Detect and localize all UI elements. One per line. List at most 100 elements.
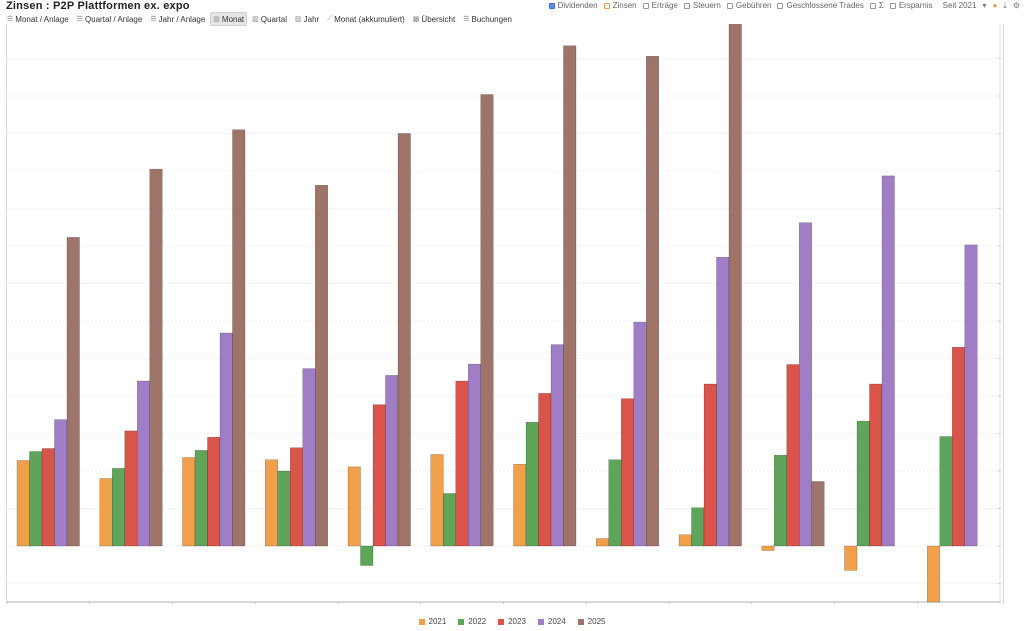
bar-2021-juni bbox=[430, 454, 444, 547]
tab-label: Jahr bbox=[303, 14, 320, 24]
tab-quartal-anlage[interactable]: ☰ Quartal / Anlage bbox=[74, 12, 146, 26]
checkbox-icon[interactable] bbox=[642, 2, 649, 9]
checkbox-icon[interactable] bbox=[683, 2, 690, 9]
bar-2023-aug bbox=[621, 398, 634, 547]
tab-label: Quartal bbox=[260, 14, 288, 24]
bar-2025-mai bbox=[397, 133, 411, 547]
tab-jahr-anlage[interactable]: ☰ Jahr / Anlage bbox=[147, 12, 208, 26]
chevron-down-icon[interactable]: ▾ bbox=[982, 1, 987, 10]
legend-swatch bbox=[418, 618, 425, 625]
list-icon: ☰ bbox=[463, 16, 470, 23]
tab-monat-akkumuliert[interactable]: ⟋ Monat (akkumuliert) bbox=[324, 12, 408, 26]
bar-2022-aug bbox=[608, 459, 622, 547]
bar-chart-icon: ▥ bbox=[252, 16, 259, 23]
bar-2025-sept bbox=[728, 24, 742, 547]
toggle-dividenden[interactable]: Dividenden bbox=[548, 1, 598, 10]
bar-2021-apr bbox=[265, 459, 278, 547]
bar-2024-dez bbox=[964, 244, 978, 547]
toggle-steuern[interactable]: Steuern bbox=[683, 1, 721, 10]
bar-2021-sept bbox=[678, 534, 692, 547]
bar-2022-dez bbox=[939, 436, 953, 547]
tab-label: Monat bbox=[221, 14, 245, 24]
tab-label: Quartal / Anlage bbox=[84, 14, 143, 24]
bar-2022-mai bbox=[360, 545, 374, 566]
tab-label: Übersicht bbox=[421, 14, 456, 24]
toggle-erträge[interactable]: Erträge bbox=[642, 1, 678, 10]
bar-2024-aug bbox=[633, 321, 647, 547]
bar-2024-juli bbox=[550, 344, 564, 547]
bar-chart-icon: ▥ bbox=[295, 16, 302, 23]
chart-frame: -10001002003004005006007008009001k1,1k1,… bbox=[6, 24, 1004, 604]
bar-2022-okt bbox=[774, 455, 787, 547]
tab-quartal[interactable]: ▥ Quartal bbox=[249, 12, 290, 26]
legend-swatch bbox=[577, 618, 584, 625]
download-icon[interactable]: ⤓ bbox=[1003, 0, 1007, 10]
tab-label: Monat / Anlage bbox=[15, 14, 69, 24]
toggle-label: Erträge bbox=[651, 1, 678, 10]
bar-2023-juli bbox=[538, 393, 552, 547]
checkbox-icon[interactable] bbox=[603, 2, 610, 9]
bar-2021-jan bbox=[16, 460, 30, 547]
checkbox-icon[interactable] bbox=[889, 2, 896, 9]
bar-2022-nov bbox=[856, 420, 870, 547]
bar-2025-okt bbox=[811, 481, 825, 547]
toggle-zinsen[interactable]: Zinsen bbox=[603, 1, 637, 10]
period-select[interactable]: Seit 2021 bbox=[942, 1, 977, 10]
tab-monat-anlage[interactable]: ☰ Monat / Anlage bbox=[4, 12, 72, 26]
bar-2022-jan bbox=[29, 451, 43, 547]
tab-monat[interactable]: ▥ Monat bbox=[210, 12, 248, 26]
bar-2023-mai bbox=[372, 404, 386, 547]
toggle-label: Geschlossene Trades bbox=[786, 1, 864, 10]
bar-2025-juni bbox=[480, 94, 494, 547]
toggle--[interactable]: Σ bbox=[869, 1, 884, 10]
bar-2023-feb bbox=[124, 430, 138, 547]
toggle-label: Dividenden bbox=[557, 1, 598, 10]
legend-item-2023[interactable]: 2023 bbox=[498, 617, 526, 626]
tab-übersicht[interactable]: ▦ Übersicht bbox=[410, 12, 458, 26]
bar-2022-feb bbox=[112, 468, 125, 547]
line-chart-icon: ⟋ bbox=[327, 15, 333, 22]
toggle-ersparnis[interactable]: Ersparnis bbox=[889, 1, 933, 10]
bar-2023-okt bbox=[786, 364, 800, 547]
legend-label: 2025 bbox=[587, 617, 606, 626]
legend-swatch bbox=[498, 618, 505, 625]
bar-2021-feb bbox=[99, 478, 113, 547]
toggle-gebühren[interactable]: Gebühren bbox=[726, 1, 771, 10]
bar-2022-juli bbox=[525, 422, 539, 547]
tab-label: Monat (akkumuliert) bbox=[334, 14, 405, 24]
tab-label: Buchungen bbox=[471, 14, 512, 24]
list-icon: ☰ bbox=[150, 16, 157, 23]
checkbox-icon[interactable] bbox=[726, 2, 733, 9]
bar-2021-märz bbox=[182, 457, 196, 547]
legend-item-2022[interactable]: 2022 bbox=[458, 617, 486, 626]
bar-2023-juni bbox=[455, 380, 469, 547]
bar-2024-nov bbox=[881, 175, 895, 547]
bar-2022-sept bbox=[691, 507, 705, 547]
bar-2023-jan bbox=[41, 448, 55, 547]
bar-2024-mai bbox=[385, 375, 399, 547]
tab-jahr[interactable]: ▥ Jahr bbox=[292, 12, 322, 26]
bar-2025-feb bbox=[149, 168, 163, 547]
legend-item-2025[interactable]: 2025 bbox=[577, 617, 606, 626]
bar-2024-märz bbox=[219, 332, 233, 547]
toggle-geschlossene-trades[interactable]: Geschlossene Trades bbox=[777, 1, 864, 10]
checkbox-icon[interactable] bbox=[777, 2, 784, 9]
bar-chart-icon: ▥ bbox=[213, 16, 220, 23]
legend-label: 2024 bbox=[547, 617, 566, 626]
legend-item-2024[interactable]: 2024 bbox=[537, 617, 566, 626]
legend-item-2021[interactable]: 2021 bbox=[418, 617, 446, 626]
bar-2022-apr bbox=[277, 470, 291, 547]
checkbox-icon[interactable] bbox=[548, 2, 555, 9]
gear-icon[interactable]: ⚙ bbox=[1012, 1, 1020, 10]
tab-buchungen[interactable]: ☰ Buchungen bbox=[460, 12, 515, 26]
sun-icon[interactable]: ● bbox=[992, 1, 998, 10]
list-icon: ☰ bbox=[7, 16, 14, 23]
checkbox-icon[interactable] bbox=[869, 2, 876, 9]
bar-2025-juli bbox=[563, 45, 577, 547]
chart-legend: 2021 2022 2023 2024 2025 bbox=[0, 617, 1024, 626]
list-icon: ☰ bbox=[76, 16, 83, 23]
bar-2025-apr bbox=[315, 185, 328, 547]
table-icon: ▦ bbox=[412, 16, 420, 23]
tab-label: Jahr / Anlage bbox=[158, 14, 206, 24]
bar-2023-märz bbox=[207, 437, 221, 547]
